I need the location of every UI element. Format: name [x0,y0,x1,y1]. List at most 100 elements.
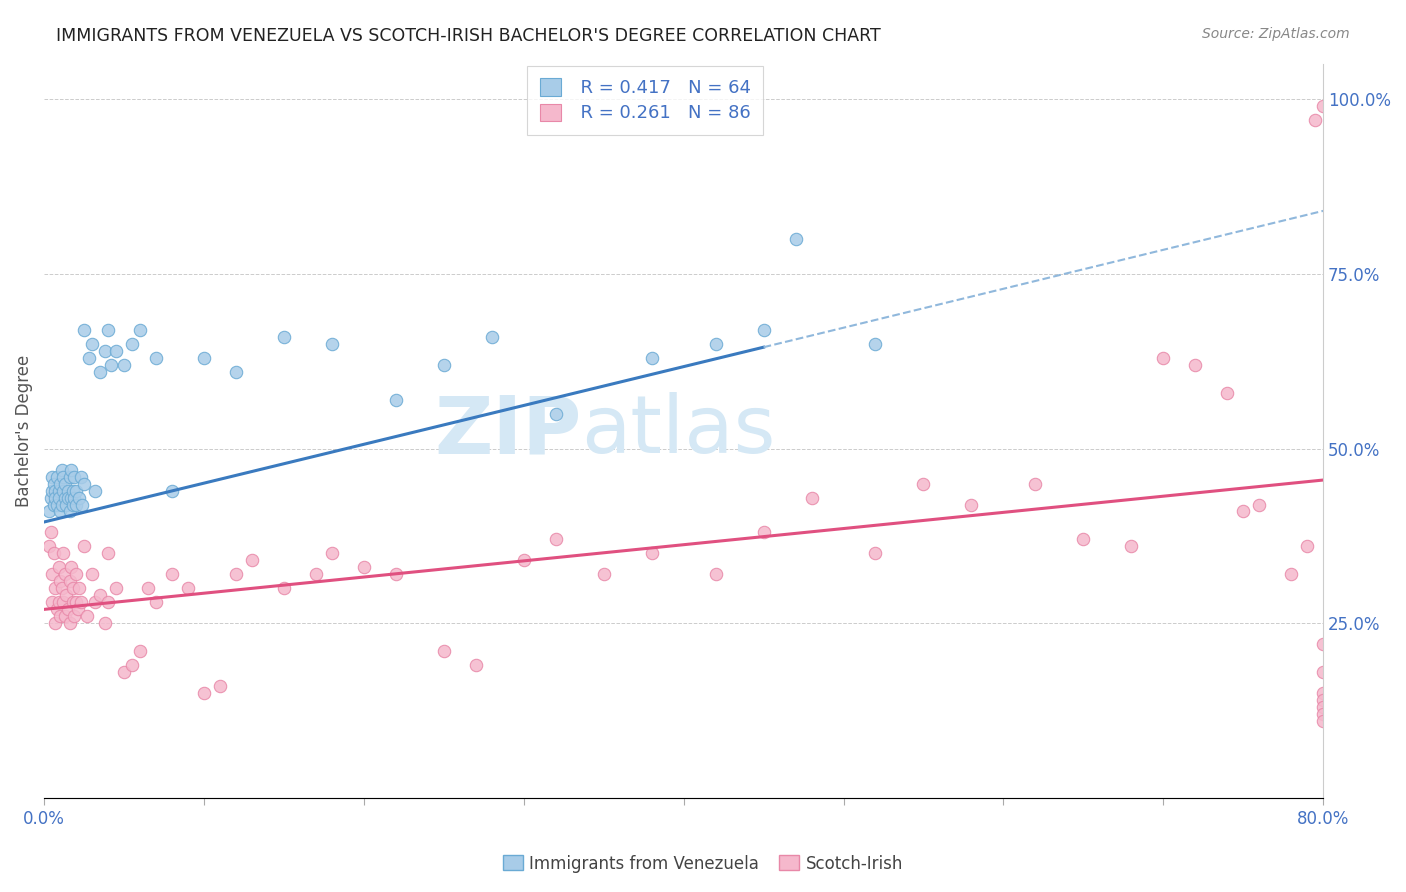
Point [94,616,117,631]
Point [49,504,72,518]
Point [100,358,122,372]
Point [752,323,775,337]
Point [1152,351,1174,365]
Point [1071,533,1094,547]
Point [1312,99,1334,113]
Point [48,595,70,609]
Point [59,504,82,518]
Point [63,609,86,624]
Point [62,483,84,498]
Text: Source: ZipAtlas.com: Source: ZipAtlas.com [1202,27,1350,41]
Point [39,491,62,505]
Point [865,336,887,351]
Point [56,491,79,505]
Point [44,483,66,498]
Point [59,574,82,589]
Point [48,483,70,498]
Point [42,546,65,560]
Point [1312,714,1334,729]
Point [53,609,76,624]
Point [89,588,111,602]
Point [55,498,77,512]
Point [160,567,183,582]
Point [67,491,90,505]
Point [481,329,503,343]
Point [1312,707,1334,722]
Point [97,323,120,337]
Point [53,491,76,505]
Point [800,491,823,505]
Point [39,525,62,540]
Point [129,644,152,658]
Point [41,469,63,483]
Point [65,483,87,498]
Point [84,483,107,498]
Point [912,476,935,491]
Point [65,595,87,609]
Point [80,336,103,351]
Legend:   R = 0.417   N = 64,   R = 0.261   N = 86: R = 0.417 N = 64, R = 0.261 N = 86 [527,66,763,135]
Point [73,323,96,337]
Point [385,567,408,582]
Point [52,595,75,609]
Point [41,483,63,498]
Point [1024,476,1046,491]
Point [49,476,72,491]
Point [640,546,662,560]
Point [55,588,77,602]
Point [112,665,135,680]
Point [385,392,408,407]
Point [44,616,66,631]
Point [42,476,65,491]
Point [63,491,86,505]
Point [433,644,456,658]
Point [49,609,72,624]
Point [273,329,295,343]
Point [592,567,614,582]
Point [960,498,983,512]
Point [60,560,83,574]
Point [145,595,167,609]
Point [38,504,60,518]
Point [52,483,75,498]
Point [208,679,231,693]
Text: ZIP: ZIP [434,392,581,470]
Point [129,323,152,337]
Point [105,343,128,358]
Point [1312,637,1334,651]
Point [44,491,66,505]
Point [1216,385,1239,400]
Point [193,686,215,700]
Point [45,602,67,616]
Point [41,567,63,582]
Point [48,560,70,574]
Point [544,407,567,421]
Point [513,553,536,567]
Point [62,582,84,596]
Point [51,582,73,596]
Point [62,595,84,609]
Point [145,351,167,365]
Point [704,336,727,351]
Point [53,567,76,582]
Point [65,498,87,512]
Point [41,595,63,609]
Point [1249,498,1271,512]
Point [59,616,82,631]
Point [42,498,65,512]
Point [1184,358,1206,372]
Point [1312,665,1334,680]
Point [240,553,263,567]
Point [84,595,107,609]
Point [865,546,887,560]
Point [1312,693,1334,707]
Point [52,469,75,483]
Point [1312,700,1334,714]
Y-axis label: Bachelor's Degree: Bachelor's Degree [15,355,32,508]
Point [51,462,73,476]
Point [45,469,67,483]
Point [70,595,93,609]
Point [433,358,456,372]
Point [51,498,73,512]
Point [89,365,111,379]
